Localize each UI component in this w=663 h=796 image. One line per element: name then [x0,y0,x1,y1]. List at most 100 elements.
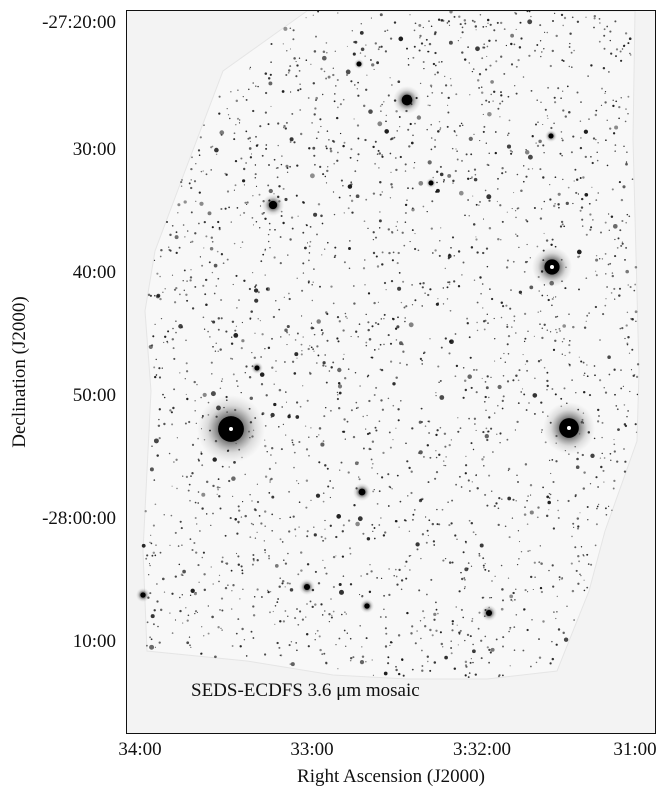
star-speck [547,298,550,302]
star-speck [585,277,588,280]
star-speck [546,384,549,388]
star-speck [289,165,292,168]
star-speck [236,117,240,120]
star-speck [406,199,408,201]
star-speck [606,286,608,288]
star-speck [378,348,380,350]
star-speck [627,284,629,286]
star-speck [155,544,157,546]
star-speck [631,178,634,181]
star-speck [273,256,276,259]
star-speck [367,328,370,332]
star-speck [395,168,398,172]
star-speck [493,317,495,320]
star-speck [418,180,424,186]
star-speck [457,644,459,646]
star-speck [276,601,279,603]
star-speck [313,154,316,157]
star-speck [400,588,403,591]
star-speck [576,20,580,23]
star-speck [396,229,399,231]
star-speck [490,297,494,301]
star-speck [252,109,255,113]
star-speck [317,582,321,585]
star-speck [476,301,479,304]
star-speck [362,447,365,450]
star-speck [341,430,344,433]
star-speck [295,75,298,78]
star-speck [217,220,220,224]
star-speck [627,113,629,115]
star-speck [466,177,470,181]
star-speck [215,153,218,156]
star-speck [574,168,577,171]
star-speck [217,350,219,352]
star-speck [409,569,411,571]
star-speck [316,233,318,236]
star-speck [467,199,469,201]
star-speck [424,44,426,47]
star-speck [460,571,462,574]
star-speck [608,71,610,73]
star-speck [163,396,166,399]
star-speck [487,22,489,24]
star-speck [261,413,264,416]
star-speck [511,517,514,519]
star-speck [561,353,563,355]
star-speck [202,316,205,319]
star-speck [330,616,333,619]
star-speck [253,288,259,293]
star-speck [199,136,202,139]
star-speck [371,467,373,469]
star-speck [146,644,148,647]
star-speck [489,64,492,67]
star-speck [234,329,237,332]
star-speck [395,339,398,341]
star-speck [261,333,264,336]
star-speck [323,415,326,418]
star-speck [586,506,589,508]
star-speck [481,458,484,461]
star-speck [186,619,189,622]
star-speck [534,49,536,52]
star-speck [380,368,384,372]
star-speck [237,618,240,621]
star-speck [301,618,304,621]
star-speck [419,34,422,38]
star-speck [421,286,424,289]
star-speck [267,590,270,594]
star-speck [462,616,465,619]
star-speck [310,499,312,501]
star-speck [433,32,437,36]
star-speck [594,305,598,309]
star-speck [626,415,628,418]
star-speck [514,85,516,87]
star-speck [490,376,492,379]
star-speck [384,627,387,630]
star-speck [539,168,542,171]
star-speck [579,209,582,212]
star-speck [526,11,529,13]
star-speck [194,400,196,402]
star-speck [282,423,285,426]
bright-star-core [303,583,311,591]
star-speck [613,439,615,441]
star-speck [179,609,182,613]
star-speck [540,55,542,58]
star-speck [577,525,580,528]
star-speck [597,142,599,144]
star-speck [582,487,586,490]
star-speck [267,77,271,80]
star-speck [171,338,175,341]
star-speck [324,567,326,569]
x-tick-label: 3:32:00 [452,739,512,760]
star-speck [469,490,471,492]
star-speck [519,21,522,24]
star-speck [470,658,472,660]
star-speck [414,122,416,125]
star-speck [559,329,562,332]
star-speck [342,144,345,148]
star-speck [203,124,205,126]
star-speck [557,192,561,196]
star-speck [309,600,312,603]
